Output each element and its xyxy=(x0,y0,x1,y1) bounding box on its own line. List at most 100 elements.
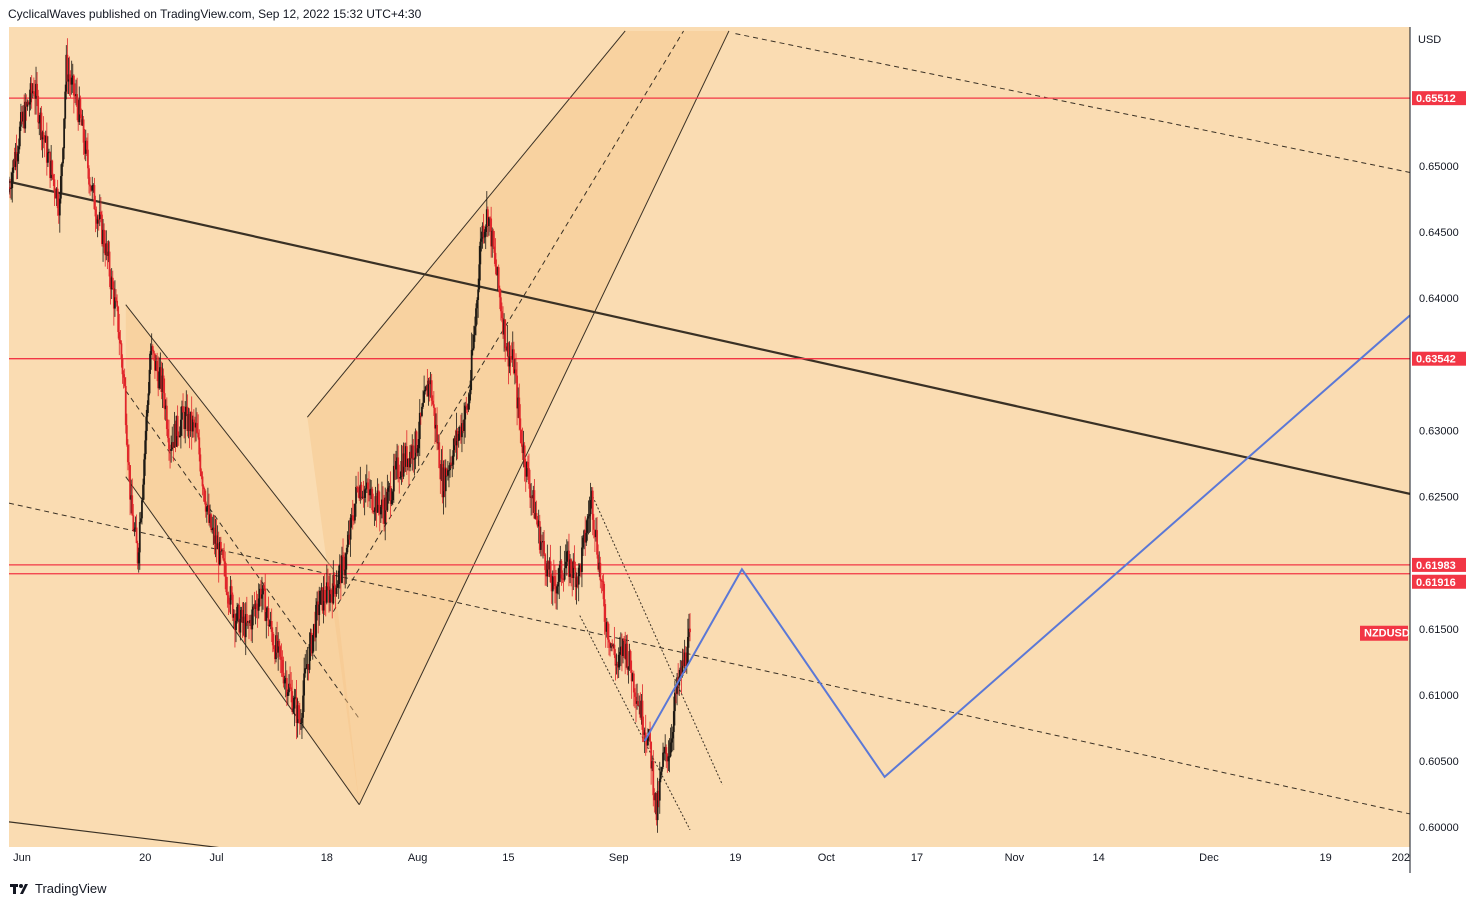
candle-body xyxy=(419,412,422,416)
candle-body xyxy=(262,585,264,595)
candle-body xyxy=(571,573,574,579)
candle-body xyxy=(304,668,307,674)
candle-body xyxy=(589,499,592,515)
candle-body xyxy=(363,489,366,498)
trendline-0 xyxy=(9,180,1411,495)
candle-body xyxy=(558,567,561,582)
candle-body xyxy=(569,559,571,577)
candle-body xyxy=(536,519,539,527)
candle-body xyxy=(388,486,391,488)
projection-layer xyxy=(643,314,1411,779)
footer-brand[interactable]: TradingView xyxy=(10,881,107,896)
candle-body xyxy=(507,342,510,367)
candle-body xyxy=(317,601,320,616)
candle-body xyxy=(270,621,273,632)
publisher-header: CyclicalWaves published on TradingView.c… xyxy=(8,7,422,21)
candle-body xyxy=(63,118,66,149)
candle-body xyxy=(23,111,26,129)
candle-body xyxy=(657,790,660,801)
candle-body xyxy=(196,423,198,433)
candle-body xyxy=(211,528,214,531)
candle-body xyxy=(431,400,434,405)
candle-body xyxy=(128,462,130,466)
candle-body xyxy=(437,442,440,444)
candle-body xyxy=(658,778,661,801)
footer-brand-label: TradingView xyxy=(35,881,107,896)
candle-body xyxy=(530,496,533,498)
time-tick-label: 20 xyxy=(139,852,151,864)
candle-body xyxy=(548,561,551,570)
candle-body xyxy=(147,393,150,405)
candle-body xyxy=(506,342,509,351)
candle-body xyxy=(88,168,90,185)
candle-body xyxy=(592,519,595,530)
candle-body xyxy=(384,497,387,524)
candle-body xyxy=(74,95,76,97)
candle-body xyxy=(634,692,636,697)
candle-body xyxy=(244,614,247,638)
candle-body xyxy=(167,429,169,438)
candle-body xyxy=(683,652,686,666)
candle-body xyxy=(531,496,534,499)
candle-body xyxy=(277,641,280,653)
candle-body xyxy=(520,429,523,444)
candle-body xyxy=(97,218,100,220)
candle-body xyxy=(477,289,480,301)
candle-body xyxy=(391,491,394,501)
candle-body xyxy=(55,188,58,199)
candle-body xyxy=(387,487,390,492)
candle-body xyxy=(622,638,624,656)
candle-body xyxy=(504,319,507,349)
candle-body xyxy=(109,276,112,290)
price-chart[interactable]: USD 0.65000 0.64500 0.64000 0.63000 0.62500 0.… xyxy=(9,27,1478,873)
candle-body xyxy=(49,151,51,179)
candle-body xyxy=(122,374,125,378)
candle-body xyxy=(129,465,131,500)
candle-body xyxy=(50,160,53,179)
candle-body xyxy=(601,580,604,582)
candle-body xyxy=(321,587,324,611)
candle-body xyxy=(293,697,296,709)
candle-body xyxy=(551,576,554,592)
candle-body xyxy=(614,655,617,666)
plot-background[interactable] xyxy=(9,27,1410,847)
candle-body xyxy=(308,644,311,670)
candle-body xyxy=(108,251,111,277)
candle-body xyxy=(12,160,15,173)
candle-body xyxy=(48,151,50,153)
candle-body xyxy=(18,126,21,147)
candle-body xyxy=(628,651,631,667)
candle-body xyxy=(215,535,218,550)
candle-body xyxy=(72,75,75,96)
candle-body xyxy=(116,300,119,307)
candle-body xyxy=(255,603,258,609)
candle-body xyxy=(319,591,322,605)
candle-body xyxy=(189,411,192,432)
price-tick-label: 0.65000 xyxy=(1419,161,1459,173)
candle-body xyxy=(252,606,255,610)
candle-body xyxy=(26,101,29,107)
candle-body xyxy=(151,346,154,352)
candle-body xyxy=(625,643,628,660)
candle-body xyxy=(41,132,44,140)
candle-body xyxy=(627,666,630,670)
candle-body xyxy=(413,458,416,460)
candle-body xyxy=(208,505,210,523)
chart-area[interactable]: USD 0.65000 0.64500 0.64000 0.63000 0.62500 0.… xyxy=(9,27,1478,873)
candle-body xyxy=(525,461,528,477)
time-axis-panel xyxy=(9,847,1410,873)
candle-body xyxy=(84,140,87,154)
candle-body xyxy=(594,529,596,538)
candle-body xyxy=(35,83,37,99)
candle-body xyxy=(335,587,338,594)
candle-body xyxy=(644,732,647,741)
candle-body xyxy=(337,570,340,585)
candle-body xyxy=(184,411,187,430)
candle-body xyxy=(188,414,191,432)
candle-body xyxy=(461,423,463,438)
candle-body xyxy=(653,795,656,801)
candle-body xyxy=(375,496,378,513)
candle-body xyxy=(218,541,221,565)
candle-body xyxy=(214,535,217,544)
candle-body xyxy=(131,495,134,516)
